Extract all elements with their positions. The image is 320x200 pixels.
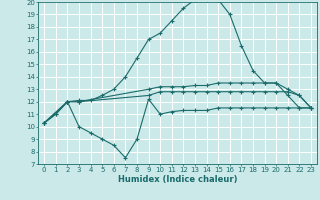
X-axis label: Humidex (Indice chaleur): Humidex (Indice chaleur) <box>118 175 237 184</box>
